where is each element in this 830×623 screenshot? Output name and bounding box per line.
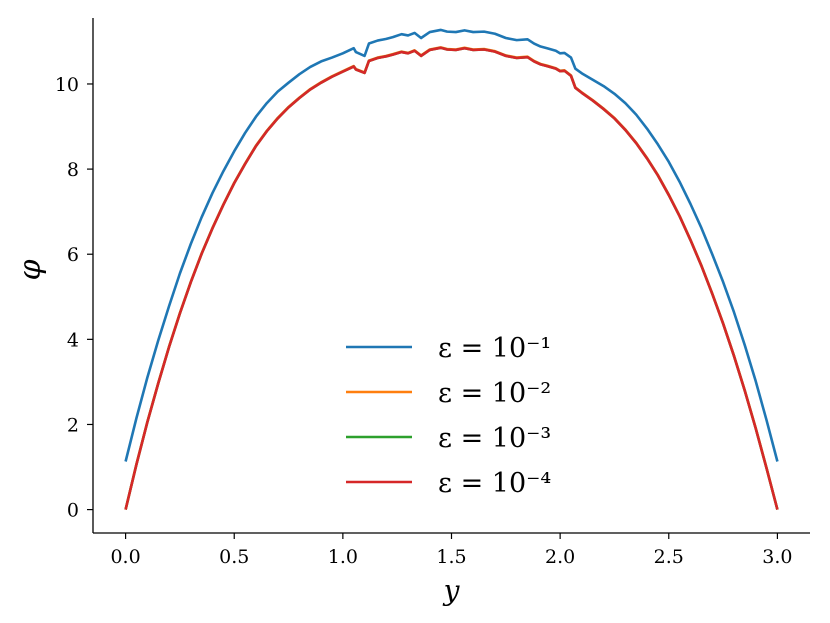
x-tick-label: 2.0 — [545, 546, 575, 568]
series-line-1 — [124, 28, 779, 462]
x-tick-label: 1.0 — [328, 546, 358, 568]
x-tick-label: 3.0 — [762, 546, 792, 568]
series-line-4 — [124, 46, 779, 510]
x-tick-label: 1.5 — [436, 546, 466, 568]
axes: 0.0 0.5 1.0 1.5 2.0 2.5 3.0 0 2 4 6 8 10 — [55, 18, 810, 568]
legend-label-4: ε = 10⁻⁴ — [438, 468, 551, 499]
y-axis-label: φ — [13, 259, 48, 280]
legend-label-3: ε = 10⁻³ — [438, 423, 551, 454]
x-tick-label: 0.5 — [219, 546, 249, 568]
legend-label-1: ε = 10⁻¹ — [438, 333, 551, 364]
y-tick-label: 6 — [67, 244, 79, 266]
x-axis-label: y — [442, 574, 461, 607]
y-tick-label: 8 — [67, 159, 79, 181]
y-tick-label: 10 — [55, 74, 79, 96]
legend-label-2: ε = 10⁻² — [438, 378, 551, 409]
y-tick-label: 2 — [67, 414, 79, 436]
x-tick-label: 2.5 — [654, 546, 684, 568]
x-tick-label: 0.0 — [110, 546, 140, 568]
series-layer — [124, 28, 779, 510]
y-tick-label: 4 — [67, 329, 79, 351]
y-tick-label: 0 — [67, 500, 79, 522]
legend: ε = 10⁻¹ ε = 10⁻² ε = 10⁻³ ε = 10⁻⁴ — [346, 333, 551, 499]
